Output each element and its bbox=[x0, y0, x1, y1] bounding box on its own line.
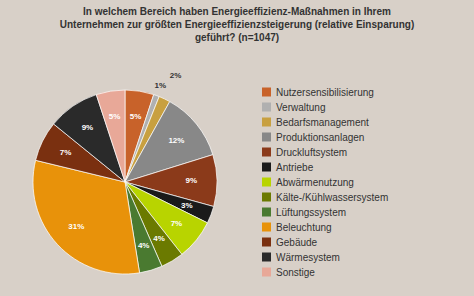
legend-swatch bbox=[262, 178, 271, 187]
title-line: Unternehmen zur größten Energieeffizienz… bbox=[60, 19, 415, 30]
data-label: 4% bbox=[153, 234, 165, 243]
legend-swatch bbox=[262, 208, 271, 217]
data-label: 3% bbox=[181, 201, 193, 210]
data-label: 9% bbox=[185, 176, 197, 185]
title-line: geführt? (n=1047) bbox=[195, 32, 279, 43]
data-label: 7% bbox=[171, 219, 183, 228]
legend-swatch bbox=[262, 268, 271, 277]
legend-label: Produktionsanlagen bbox=[276, 132, 364, 143]
data-label: 2% bbox=[170, 71, 182, 80]
chart-svg: In welchem Bereich haben Energieeffizien… bbox=[0, 0, 474, 296]
data-label: 7% bbox=[60, 148, 72, 157]
data-label: 12% bbox=[168, 136, 184, 145]
pie-slice bbox=[96, 90, 125, 182]
legend-swatch bbox=[262, 223, 271, 232]
data-labels: 5% 1% 2% 12% 9% 3% 7% 4%4% 31% 7% 9% 5% bbox=[60, 71, 197, 250]
legend-swatch bbox=[262, 238, 271, 247]
legend-swatch bbox=[262, 133, 271, 142]
legend-swatch bbox=[262, 253, 271, 262]
legend-swatch bbox=[262, 118, 271, 127]
title-line: In welchem Bereich haben Energieeffizien… bbox=[83, 6, 391, 17]
legend-label: Antriebe bbox=[276, 162, 314, 173]
legend-swatch bbox=[262, 88, 271, 97]
data-label: 9% bbox=[82, 123, 94, 132]
legend-label: Gebäude bbox=[276, 237, 318, 248]
background bbox=[0, 0, 474, 296]
slices bbox=[33, 90, 217, 274]
legend-label: Beleuchtung bbox=[276, 222, 332, 233]
data-label: 1% bbox=[154, 81, 166, 90]
legend-swatch bbox=[262, 163, 271, 172]
legend-label: Verwaltung bbox=[276, 102, 325, 113]
legend-swatch bbox=[262, 148, 271, 157]
chart-container: In welchem Bereich haben Energieeffizien… bbox=[0, 0, 474, 296]
title: In welchem Bereich haben Energieeffizien… bbox=[60, 6, 415, 43]
legend-label: Bedarfsmanagement bbox=[276, 117, 369, 128]
legend-swatch bbox=[262, 103, 271, 112]
data-label: 5% bbox=[130, 112, 142, 121]
legend-swatch bbox=[262, 193, 271, 202]
data-label: 5% bbox=[109, 112, 121, 121]
legend-label: Sonstige bbox=[276, 267, 315, 278]
legend-label: Abwärmenutzung bbox=[276, 177, 354, 188]
legend-label: Kälte-/Kühlwassersystem bbox=[276, 192, 388, 203]
data-label: 31% bbox=[68, 222, 84, 231]
legend-label: Lüftungssystem bbox=[276, 207, 346, 218]
legend-label: Wärmesystem bbox=[276, 252, 340, 263]
legend: Nutzersensibilisierung Verwaltung Bedarfsm… bbox=[262, 87, 388, 278]
legend-label: Druckluftsystem bbox=[276, 147, 347, 158]
data-label: 4% bbox=[138, 241, 150, 250]
legend-label: Nutzersensibilisierung bbox=[276, 87, 374, 98]
